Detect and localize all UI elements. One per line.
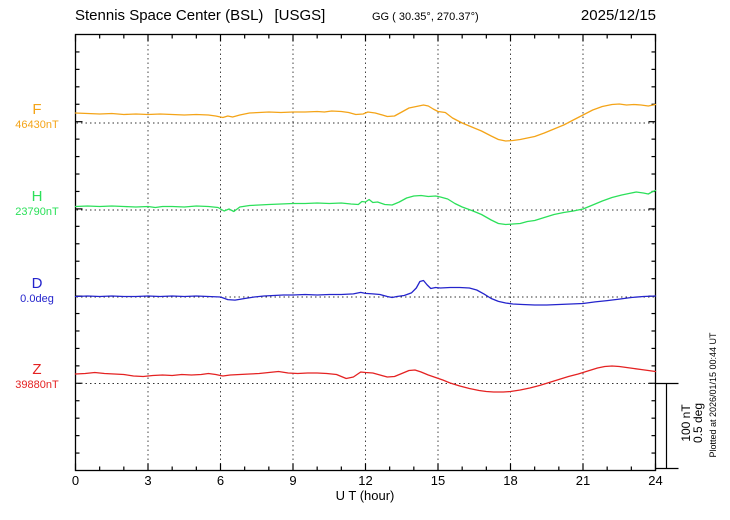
- trace-Z: [74, 365, 657, 393]
- series-label-D: D 0.0deg: [4, 274, 70, 306]
- scale-bar-label: 100 nT 0.5 deg: [679, 402, 705, 444]
- trace-H: [74, 189, 657, 226]
- plotted-timestamp: Plotted at 2026/01/15 00:44 UT: [708, 332, 718, 458]
- x-tick-label-3: 3: [144, 473, 152, 488]
- series-label-F: F 46430nT: [4, 100, 70, 132]
- series-letter-Z: Z: [32, 361, 42, 378]
- trace-D: [74, 279, 657, 306]
- x-tick-label-24: 24: [648, 473, 663, 488]
- scale-bar-deg: 0.5 deg: [691, 402, 705, 444]
- x-axis-label: U T (hour): [335, 488, 395, 503]
- plot-date: 2025/12/15: [580, 7, 656, 24]
- trace-F: [74, 103, 657, 142]
- x-tick-label-21: 21: [575, 473, 591, 488]
- series-label-H: H 23790nT: [4, 187, 70, 219]
- series-letter-D: D: [31, 274, 43, 292]
- series-baseline-value-D: 0.0deg: [20, 292, 54, 305]
- x-tick-label-6: 6: [216, 473, 225, 488]
- source-label: [USGS]: [274, 7, 326, 24]
- x-tick-label-0: 0: [71, 473, 80, 488]
- station-name: Stennis Space Center (BSL): [75, 7, 264, 24]
- series-baseline-value-Z: 39880nT: [15, 379, 59, 391]
- series-letter-F: F: [32, 100, 42, 118]
- series-baseline-value-F: 46430nT: [15, 118, 59, 131]
- x-tick-label-18: 18: [503, 473, 518, 488]
- series-label-Z: Z 39880nT: [4, 362, 70, 392]
- station-coordinates: GG ( 30.35°, 270.37°): [372, 11, 479, 23]
- x-tick-label-9: 9: [289, 473, 297, 488]
- x-tick-label-12: 12: [358, 473, 373, 488]
- series-letter-H: H: [31, 187, 43, 205]
- page-title: Stennis Space Center (BSL) [USGS]: [75, 7, 325, 24]
- series-baseline-value-H: 23790nT: [15, 205, 59, 218]
- x-tick-label-15: 15: [430, 473, 446, 488]
